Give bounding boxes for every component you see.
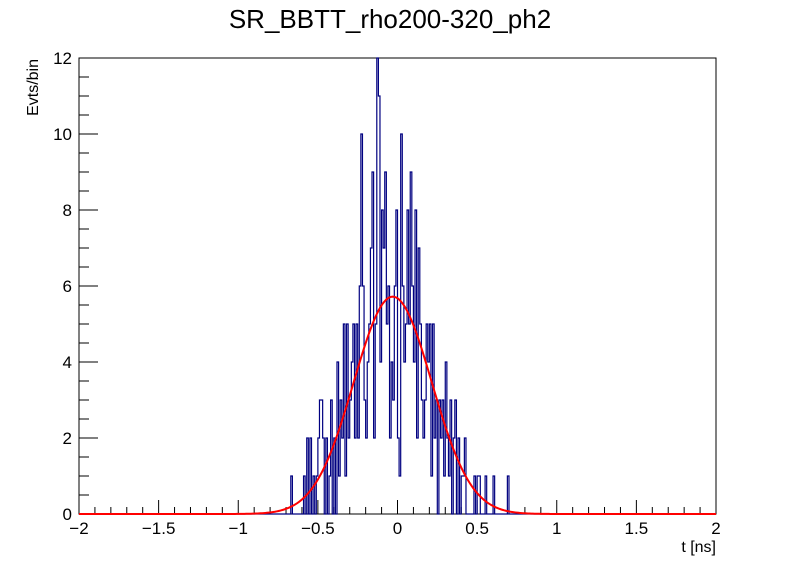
- y-tick-label: 12: [53, 49, 72, 68]
- histogram-step-line: [79, 57, 716, 515]
- x-tick-label: −1.5: [142, 519, 176, 538]
- y-tick-label: 4: [63, 353, 72, 372]
- x-tick-label: −1: [229, 519, 248, 538]
- y-tick-label: 0: [63, 505, 72, 524]
- x-tick-label: −0.5: [301, 519, 335, 538]
- y-tick-label: 8: [63, 201, 72, 220]
- y-axis-label: Evts/bin: [25, 59, 42, 116]
- x-tick-label: 0: [393, 519, 402, 538]
- x-tick-label: 2: [711, 519, 720, 538]
- x-tick-label: 1.5: [625, 519, 649, 538]
- x-tick-label: 1: [552, 519, 561, 538]
- y-tick-label: 2: [63, 429, 72, 448]
- y-tick-label: 6: [63, 277, 72, 296]
- x-axis-label: t [ns]: [681, 539, 716, 556]
- y-tick-label: 10: [53, 125, 72, 144]
- x-tick-label: −2: [69, 519, 88, 538]
- x-tick-label: 0.5: [465, 519, 489, 538]
- chart-title: SR_BBTT_rho200-320_ph2: [229, 4, 551, 34]
- gaussian-fit-curve: [79, 295, 716, 515]
